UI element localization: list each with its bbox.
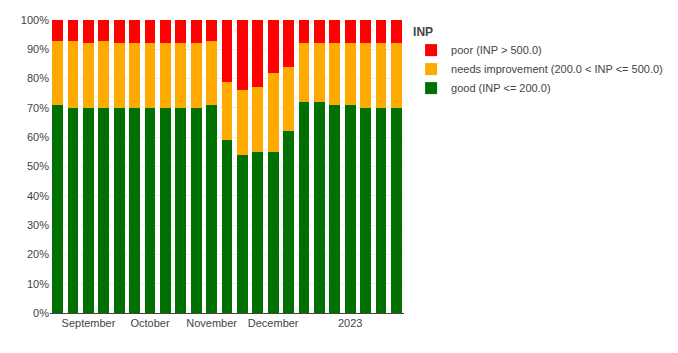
svg-text:70%: 70%	[27, 102, 49, 114]
svg-text:September: September	[62, 317, 116, 329]
svg-text:poor (INP > 500.0): poor (INP > 500.0)	[451, 44, 542, 56]
svg-text:good (INP <= 200.0): good (INP <= 200.0)	[451, 82, 550, 94]
svg-text:0%: 0%	[33, 307, 49, 319]
svg-text:100%: 100%	[21, 14, 49, 26]
svg-text:50%: 50%	[27, 160, 49, 172]
svg-text:needs improvement (200.0 < INP: needs improvement (200.0 < INP <= 500.0)	[451, 63, 663, 75]
svg-text:INP: INP	[413, 25, 433, 39]
svg-text:October: October	[130, 317, 169, 329]
svg-text:2023: 2023	[338, 317, 362, 329]
svg-text:30%: 30%	[27, 219, 49, 231]
svg-text:90%: 90%	[27, 43, 49, 55]
svg-text:60%: 60%	[27, 131, 49, 143]
svg-text:November: November	[186, 317, 237, 329]
svg-text:80%: 80%	[27, 72, 49, 84]
svg-text:20%: 20%	[27, 248, 49, 260]
svg-text:10%: 10%	[27, 278, 49, 290]
svg-text:December: December	[248, 317, 299, 329]
svg-text:40%: 40%	[27, 190, 49, 202]
